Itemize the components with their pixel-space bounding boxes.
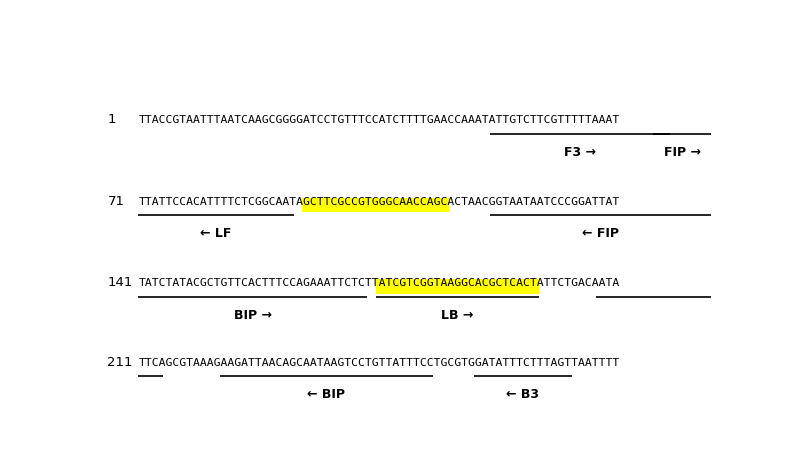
Text: 211: 211 [107, 356, 133, 369]
Text: ← B3: ← B3 [506, 388, 539, 401]
Bar [375, 279, 539, 294]
Text: TATCTATACGCTGTTCACTTTCCAGAAATTCTCTTATCGTCGGTAAGGCACGCTCACTATTCTGACAATA: TATCTATACGCTGTTCACTTTCCAGAAATTCTCTTATCGT… [138, 278, 620, 288]
Text: TTATTCCACATTTTCTCGGCAATAGCTTCGCCGTGGGCAACCAGCACTAACGGTAATAATCCCGGATTAT: TTATTCCACATTTTCTCGGCAATAGCTTCGCCGTGGGCAA… [138, 197, 620, 207]
Bar [302, 198, 449, 212]
Text: 1: 1 [107, 113, 116, 126]
Text: BIP →: BIP → [234, 309, 272, 322]
Text: TTCAGCGTAAAGAAGATTAACAGCAATAAGTCCTGTTATTTCCTGCGTGGATATTTCTTTAGTTAATTTT: TTCAGCGTAAAGAAGATTAACAGCAATAAGTCCTGTTATT… [138, 358, 620, 368]
Text: LB →: LB → [441, 309, 474, 322]
Text: FIP →: FIP → [663, 146, 701, 159]
Text: F3 →: F3 → [564, 146, 596, 159]
Text: ← LF: ← LF [201, 227, 232, 240]
Text: 71: 71 [107, 195, 125, 208]
Text: ← BIP: ← BIP [307, 388, 346, 401]
Text: TTACCGTAATTTAATCAAGCGGGGATCCTGTTTCCATCTTTTGAACCAAATATTGTCTTCGTTTTTAAAT: TTACCGTAATTTAATCAAGCGGGGATCCTGTTTCCATCTT… [138, 115, 620, 125]
Text: 141: 141 [107, 276, 133, 289]
Text: ← FIP: ← FIP [582, 227, 619, 240]
